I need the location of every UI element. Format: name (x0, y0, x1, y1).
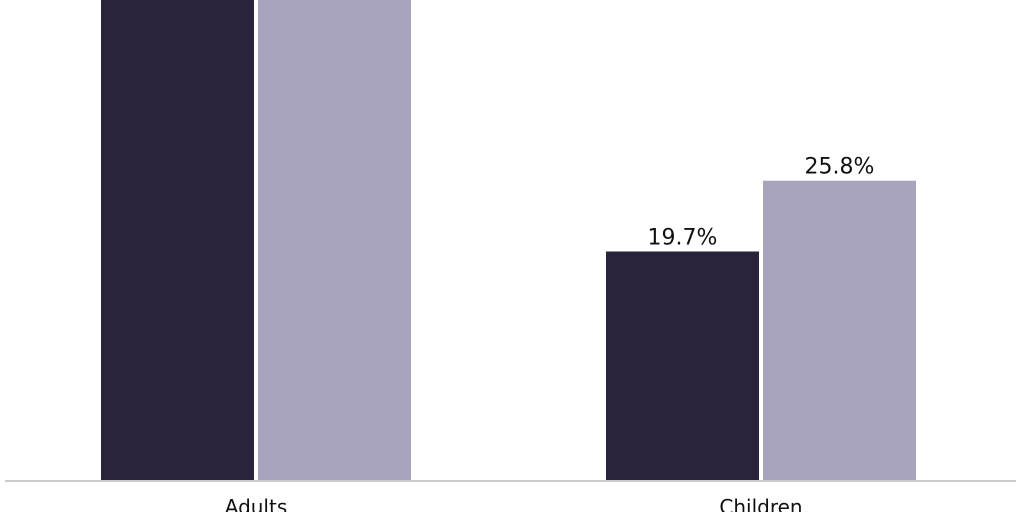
bar-children-series-1 (606, 251, 759, 480)
bar-adults-series-2 (258, 0, 411, 480)
bar-children-series-2 (763, 180, 916, 480)
bars-group (101, 0, 916, 480)
data-labels-group: 19.7% 25.8% (648, 155, 875, 251)
bar-adults-series-1 (101, 0, 254, 480)
category-label-children: Children (719, 495, 802, 512)
category-label-adults: Adults (225, 495, 288, 512)
data-label-children-series-1: 19.7% (648, 225, 718, 250)
category-labels-group: Adults Children (225, 495, 803, 512)
data-label-children-series-2: 25.8% (805, 155, 875, 180)
